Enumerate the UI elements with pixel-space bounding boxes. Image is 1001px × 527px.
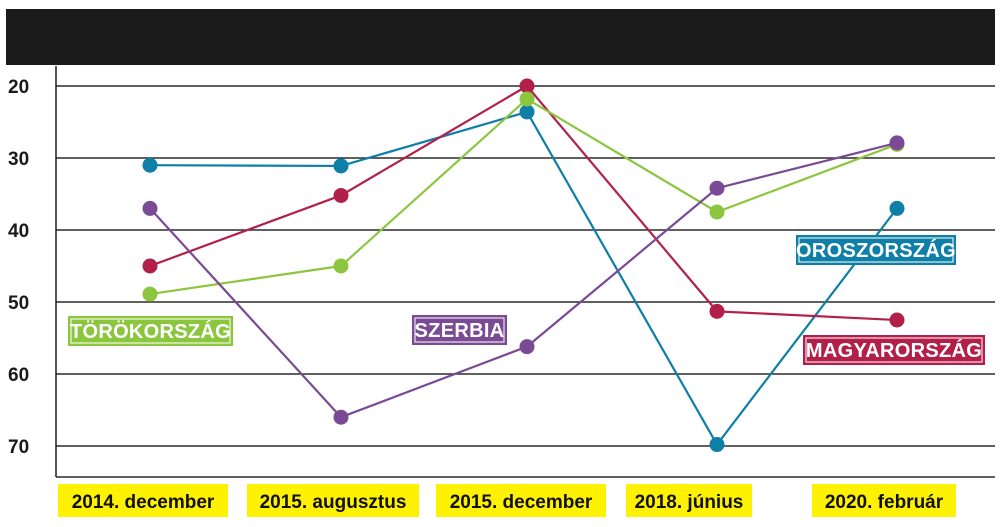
data-point — [519, 78, 535, 94]
data-point — [709, 437, 725, 453]
title-bar — [6, 9, 995, 65]
series-label-box — [68, 316, 233, 346]
y-tick-label: 70 — [8, 437, 29, 458]
x-tick-highlight — [58, 484, 228, 517]
x-tick-label: 2020. február — [825, 492, 944, 513]
data-point — [519, 104, 535, 120]
data-point — [333, 158, 349, 174]
data-point — [142, 157, 158, 173]
series-label: SZERBIA — [415, 320, 505, 342]
series-line — [149, 141, 898, 419]
data-point — [519, 339, 535, 355]
x-tick-label: 2014. december — [72, 492, 215, 513]
x-tick-highlight — [626, 484, 752, 517]
y-tick-label: 40 — [8, 221, 29, 242]
series-label-inner-border — [798, 237, 954, 263]
data-point — [709, 204, 725, 220]
data-point — [519, 91, 535, 107]
x-tick-label: 2015. december — [450, 492, 593, 513]
data-point — [142, 286, 158, 302]
x-tick-highlight — [812, 484, 956, 517]
data-point — [142, 200, 158, 216]
series-label-inner-border — [70, 318, 231, 344]
series-label-box — [796, 235, 956, 265]
data-point — [333, 409, 349, 425]
series-line — [149, 84, 898, 322]
data-point — [889, 200, 905, 216]
data-point — [709, 180, 725, 196]
data-point — [889, 135, 905, 151]
series-line — [149, 97, 898, 296]
data-point — [333, 258, 349, 274]
data-point — [889, 312, 905, 328]
series-label: MAGYARORSZÁG — [806, 339, 982, 362]
data-point — [709, 303, 725, 319]
x-tick-label: 2015. augusztus — [260, 492, 407, 513]
y-tick-label: 20 — [8, 77, 29, 98]
series-label-inner-border — [414, 317, 505, 343]
data-point — [333, 187, 349, 203]
x-tick-highlight — [436, 484, 606, 517]
x-tick-highlight — [247, 484, 419, 517]
series-label: TÖRÖKORSZÁG — [70, 320, 231, 343]
series-label-box — [412, 315, 507, 345]
series-label-box — [803, 335, 985, 365]
y-tick-label: 30 — [8, 149, 29, 170]
series-label: OROSZORSZÁG — [796, 239, 956, 262]
x-tick-label: 2018. június — [635, 492, 744, 513]
y-tick-label: 50 — [8, 293, 29, 314]
series-label-inner-border — [805, 337, 983, 363]
data-point — [142, 258, 158, 274]
y-tick-label: 60 — [8, 365, 29, 386]
